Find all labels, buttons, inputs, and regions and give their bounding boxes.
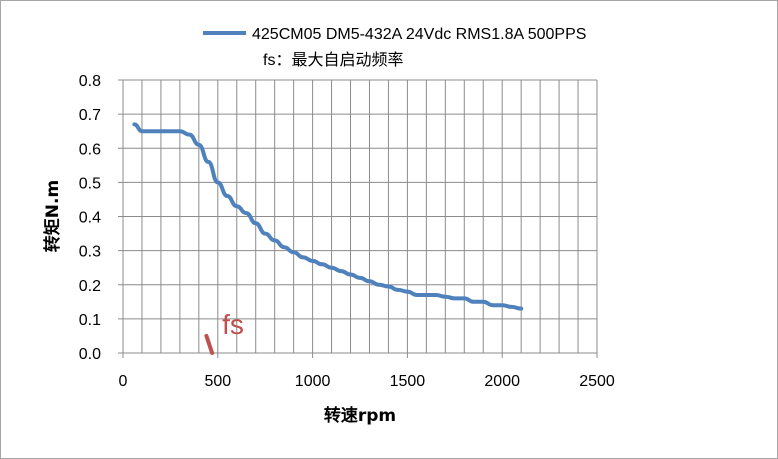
y-tick-label: 0.4	[79, 210, 101, 227]
x-tick-label: 2500	[579, 373, 615, 390]
y-axis-title: 转矩N.m	[42, 180, 63, 252]
gridlines	[118, 79, 598, 358]
fs-marker	[204, 333, 215, 355]
y-tick-label: 0.3	[79, 244, 101, 261]
x-tick-label: 500	[204, 373, 231, 390]
x-axis-title: 转速rpm	[324, 405, 396, 426]
y-tick-label: 0.0	[79, 346, 101, 363]
x-tick-label: 0	[119, 373, 128, 390]
legend-series-label: 425CM05 DM5-432A 24Vdc RMS1.8A 500PPS	[252, 26, 586, 43]
legend-fs-note: fs：最大自启动频率	[263, 51, 403, 69]
y-tick-label: 0.6	[79, 141, 101, 158]
y-tick-label: 0.2	[79, 278, 101, 295]
y-tick-label: 0.7	[79, 107, 101, 124]
x-tick-label: 2000	[484, 373, 520, 390]
series-lines	[132, 122, 524, 311]
y-tick-label: 0.1	[79, 312, 101, 329]
fs-annotation-label: fs	[222, 309, 244, 340]
x-tick-label: 1500	[390, 373, 426, 390]
y-tick-labels: 0.0 0.1 0.2 0.3 0.4 0.5 0.6 0.7 0.8	[79, 73, 101, 363]
x-tick-label: 1000	[295, 373, 331, 390]
y-tick-label: 0.5	[79, 175, 101, 192]
series-line	[132, 122, 524, 311]
y-tick-label: 0.8	[79, 73, 101, 90]
annotations: fs	[204, 309, 244, 355]
x-tick-labels: 0 500 1000 1500 2000 2500	[119, 373, 615, 390]
